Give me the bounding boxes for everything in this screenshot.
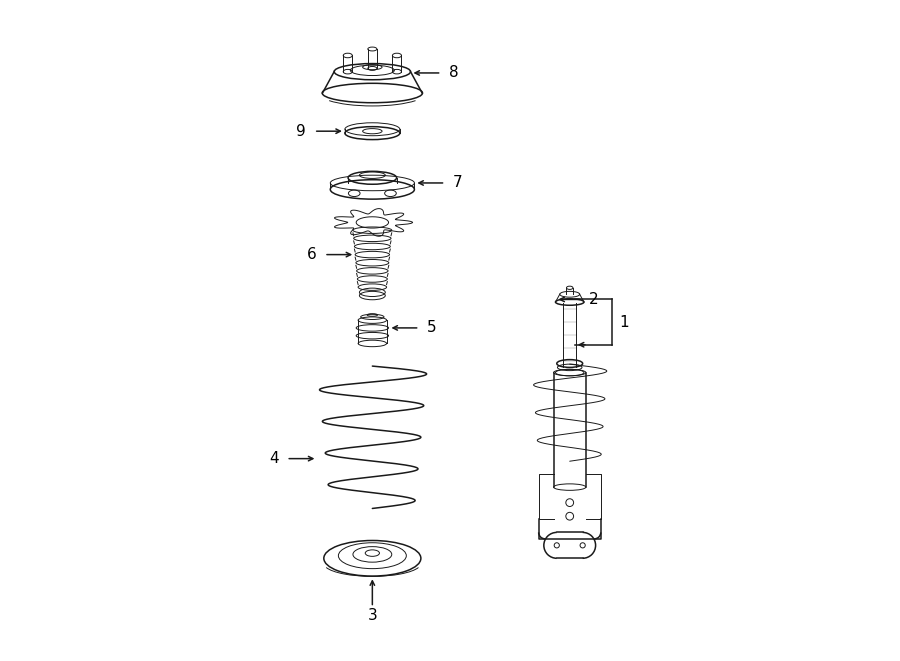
- Text: 1: 1: [619, 315, 629, 330]
- Text: 2: 2: [590, 292, 598, 307]
- Text: 4: 4: [269, 451, 278, 466]
- Text: 6: 6: [307, 247, 316, 262]
- Text: 9: 9: [296, 124, 306, 139]
- Text: 7: 7: [454, 175, 463, 190]
- Text: 3: 3: [367, 607, 377, 623]
- Text: 8: 8: [449, 65, 459, 81]
- Text: 5: 5: [428, 321, 437, 335]
